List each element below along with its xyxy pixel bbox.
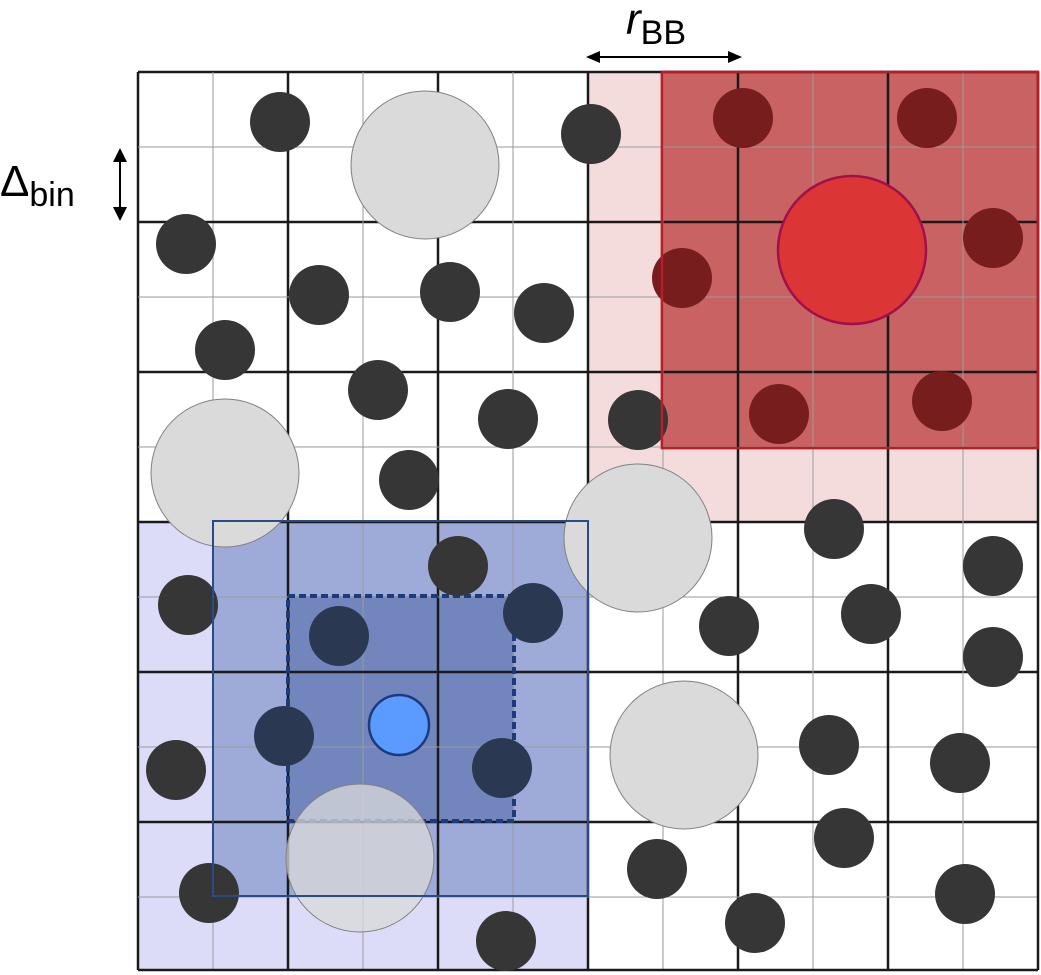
black-particle [935,864,995,924]
central-red-particle [776,174,928,326]
black-particle [608,390,668,450]
dark-red-particle [749,384,809,444]
r-bb-label: rBB [626,0,686,52]
black-particle [561,104,621,164]
dark-red-particle [897,88,957,148]
black-particle [158,575,218,635]
dark-red-particle [652,248,712,308]
r-bb-arrow [586,51,742,63]
large-gray-particle [563,463,713,613]
black-particle [156,214,216,274]
black-particle [627,839,687,899]
black-particle-in-blue-box [254,706,314,766]
large-gray-particle [285,783,435,933]
large-gray-particle [350,90,500,240]
central-blue-particle [367,693,431,757]
black-particle [725,893,785,953]
black-particle [379,450,439,510]
black-particle [963,536,1023,596]
black-particle [420,262,480,322]
black-particle [195,320,255,380]
delta-bin-arrow [113,148,127,221]
dark-red-particle [912,371,972,431]
black-particle [514,283,574,343]
black-particle [930,733,990,793]
black-particle [804,499,864,559]
black-particle [146,740,206,800]
particles [146,88,1023,971]
black-particle-in-blue-box [503,583,563,643]
blue-bounding-box-outline [212,520,589,897]
black-particle-in-blue-box [309,606,369,666]
black-particle [348,360,408,420]
large-gray-particle [150,398,300,548]
large-gray-particle [609,680,759,830]
black-particle [476,911,536,971]
black-particle [699,596,759,656]
black-particle [478,389,538,449]
dark-red-particle [713,88,773,148]
black-particle [428,536,488,596]
black-particle [179,863,239,923]
black-particle [814,808,874,868]
black-particle [799,715,859,775]
r-bb-subscript: BB [641,14,686,52]
delta-bin-label: Δbin [0,157,75,214]
black-particle [250,92,310,152]
black-particle [289,265,349,325]
red-bounding-box-outline [660,70,1040,450]
black-particle-in-blue-box [472,738,532,798]
dark-red-particle [963,208,1023,268]
black-particle [841,584,901,644]
black-particle [963,627,1023,687]
delta-bin-subscript: bin [29,176,74,214]
